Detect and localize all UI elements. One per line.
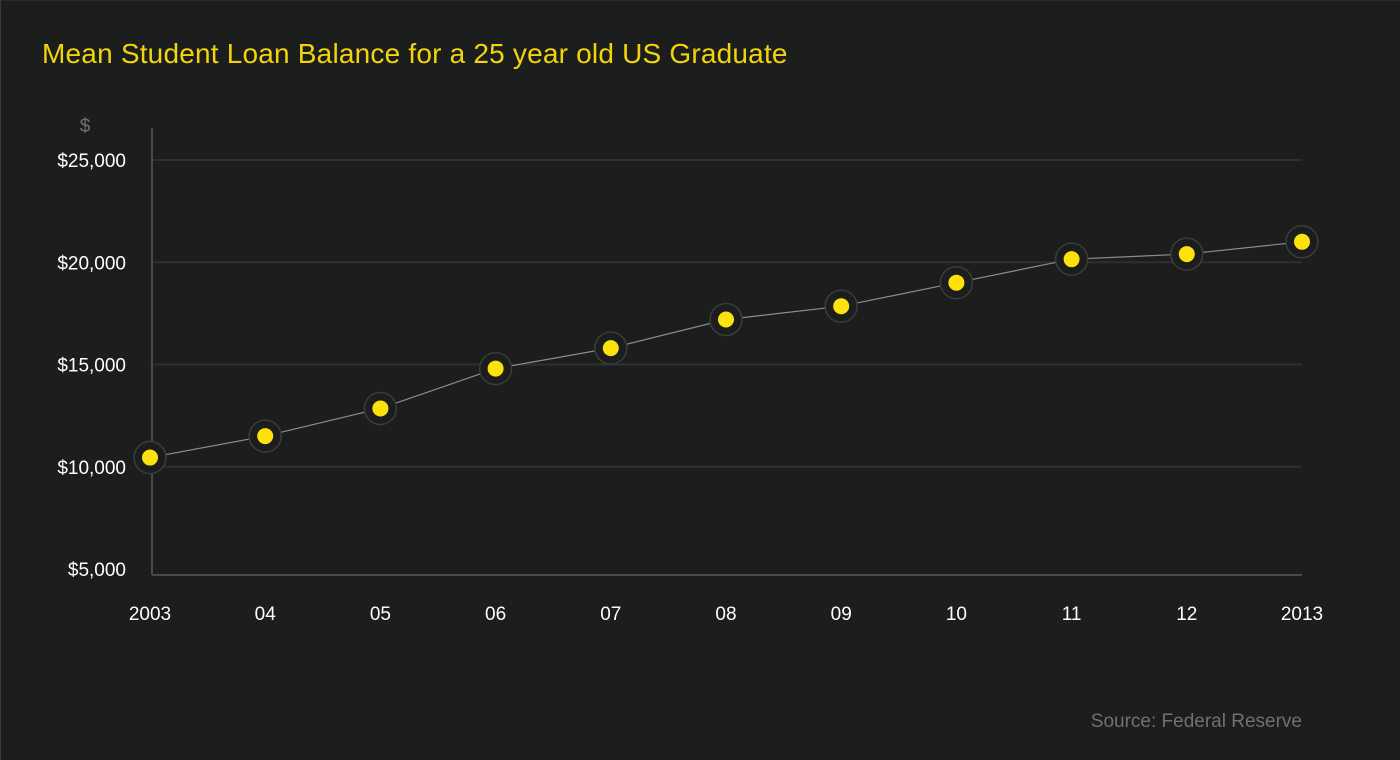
- y-tick-label: $15,000: [57, 356, 126, 377]
- chart-title: Mean Student Loan Balance for a 25 year …: [42, 38, 788, 69]
- data-point: [372, 400, 389, 417]
- series-polyline: [149, 241, 1303, 459]
- x-tick-label: 07: [600, 604, 621, 625]
- data-point: [833, 298, 850, 315]
- source-note: Source: Federal Reserve: [1090, 711, 1302, 732]
- x-axis-ticks: 2003 04 05 06 07 08 09 10 11 12 2013: [129, 604, 1323, 625]
- x-tick-label: 09: [831, 604, 852, 625]
- y-tick-label: $25,000: [57, 151, 126, 172]
- y-axis-ticks: $5,000 $10,000 $15,000 $20,000 $25,000: [57, 151, 126, 581]
- data-point: [487, 360, 504, 377]
- data-point: [1178, 246, 1195, 263]
- x-tick-label: 08: [715, 604, 736, 625]
- data-point: [948, 274, 965, 291]
- data-points: [133, 225, 1319, 475]
- x-tick-label: 10: [946, 604, 967, 625]
- data-point: [718, 311, 734, 328]
- data-point: [257, 428, 274, 445]
- x-tick-label: 06: [485, 604, 506, 625]
- data-point: [1294, 233, 1310, 250]
- x-tick-label: 2013: [1281, 604, 1323, 625]
- x-tick-label: 05: [370, 604, 391, 625]
- y-axis-unit-label: $: [80, 116, 91, 137]
- gridlines: [150, 159, 1302, 468]
- data-point: [1063, 251, 1080, 268]
- x-tick-label: 12: [1176, 604, 1197, 625]
- x-tick-label: 04: [255, 604, 277, 625]
- y-tick-label: $5,000: [68, 560, 126, 581]
- x-tick-label: 11: [1062, 604, 1082, 625]
- y-tick-label: $20,000: [57, 253, 126, 274]
- data-point: [602, 340, 619, 357]
- y-tick-label: $10,000: [57, 458, 126, 479]
- series-line: [149, 241, 1303, 459]
- axes: [151, 128, 1302, 576]
- x-tick-label: 2003: [129, 604, 171, 625]
- data-point: [142, 449, 158, 466]
